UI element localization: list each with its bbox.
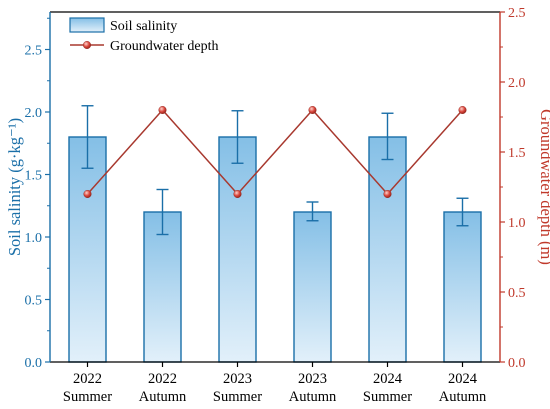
error-bar-layer xyxy=(81,105,469,236)
x-tick-label-season: Autumn xyxy=(289,389,337,404)
bar-soil-salinity-1 xyxy=(143,211,182,363)
x-tick-label-year: 2023 xyxy=(298,371,327,387)
bar-layer xyxy=(68,136,482,363)
x-tick-label-season: Autumn xyxy=(139,389,187,404)
y-axis-right-title: Groundwater depth (m) xyxy=(537,109,550,265)
marker-groundwater-depth-4 xyxy=(383,189,392,198)
marker-groundwater-depth-0 xyxy=(83,189,92,198)
x-tick-label-year: 2022 xyxy=(148,371,177,387)
y-right-tick-label: 1.5 xyxy=(508,146,526,161)
x-tick-label-year: 2022 xyxy=(73,371,102,387)
x-tick-label-year: 2024 xyxy=(373,371,403,387)
y-right-tick-label: 2.0 xyxy=(508,76,526,91)
legend: Soil salinity Groundwater depth xyxy=(69,17,218,54)
y-left-tick-label: 2.0 xyxy=(25,106,43,121)
bar-soil-salinity-4 xyxy=(368,136,407,363)
legend-label-groundwater-depth: Groundwater depth xyxy=(110,39,218,54)
y-left-tick-label: 1.0 xyxy=(25,231,43,246)
x-tick-label-season: Summer xyxy=(363,389,412,404)
axes-layer: 0.0 0.5 1.0 1.5 2.0 2.5 0.0 0.5 1.0 1.5 2.0 2.5 2022… xyxy=(5,6,550,405)
y-right-tick-label: 2.5 xyxy=(508,6,526,21)
bar-soil-salinity-3 xyxy=(293,211,332,363)
x-tick-label-year: 2024 xyxy=(448,371,478,387)
y-left-tick-label: 2.5 xyxy=(25,44,43,59)
legend-marker-groundwater-depth xyxy=(82,41,91,50)
legend-swatch-soil-salinity xyxy=(69,17,105,33)
bar-soil-salinity-2 xyxy=(218,136,257,363)
bar-soil-salinity-0 xyxy=(68,136,107,363)
x-tick-label-season: Autumn xyxy=(439,389,487,404)
x-tick-label-season: Summer xyxy=(213,389,262,404)
y-left-tick-label: 1.5 xyxy=(25,169,43,184)
marker-groundwater-depth-3 xyxy=(308,105,317,114)
bar-soil-salinity-5 xyxy=(443,211,482,363)
y-left-tick-label: 0.5 xyxy=(25,294,43,309)
y-right-tick-label: 0.5 xyxy=(508,286,526,301)
marker-groundwater-depth-1 xyxy=(158,105,167,114)
marker-groundwater-depth-5 xyxy=(458,105,467,114)
x-tick-label-season: Summer xyxy=(63,389,112,404)
line-groundwater-depth xyxy=(86,108,464,196)
x-tick-label-year: 2023 xyxy=(223,371,252,387)
legend-label-soil-salinity: Soil salinity xyxy=(110,19,177,34)
y-axis-left-title: Soil salinity (g·kg⁻¹) xyxy=(5,118,24,256)
marker-groundwater-depth-2 xyxy=(233,189,242,198)
line-layer xyxy=(83,105,467,198)
y-right-tick-label: 0.0 xyxy=(508,356,526,371)
y-right-tick-label: 1.0 xyxy=(508,216,526,231)
y-left-tick-label: 0.0 xyxy=(25,356,43,371)
